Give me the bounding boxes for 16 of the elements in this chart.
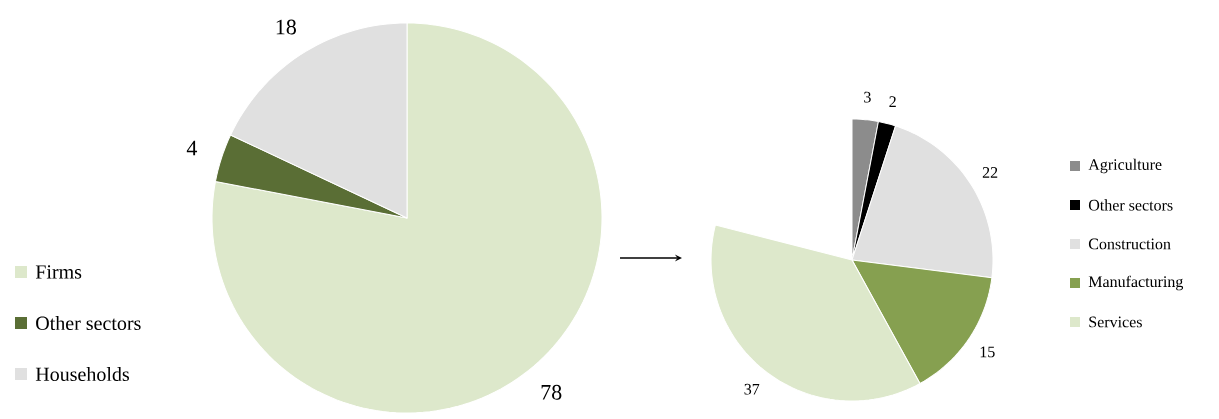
- data-label: 3: [864, 91, 871, 103]
- legend-label: Households: [35, 366, 129, 382]
- data-label: 15: [980, 346, 995, 358]
- data-label: 78: [541, 384, 562, 400]
- data-label: 22: [982, 167, 998, 178]
- legend-label: Firms: [35, 265, 82, 279]
- legend-label: Other sectors: [1088, 199, 1173, 211]
- data-label: 37: [744, 383, 760, 395]
- legend-label: Manufacturing: [1088, 275, 1184, 291]
- legend-label: Services: [1089, 316, 1142, 328]
- data-label: 2: [889, 96, 896, 107]
- legend-label: Agriculture: [1088, 158, 1162, 174]
- data-label: 4: [186, 140, 198, 156]
- data-label: 18: [276, 19, 296, 35]
- legend-label: Other sectors: [36, 315, 141, 331]
- legend-label: Construction: [1088, 238, 1171, 250]
